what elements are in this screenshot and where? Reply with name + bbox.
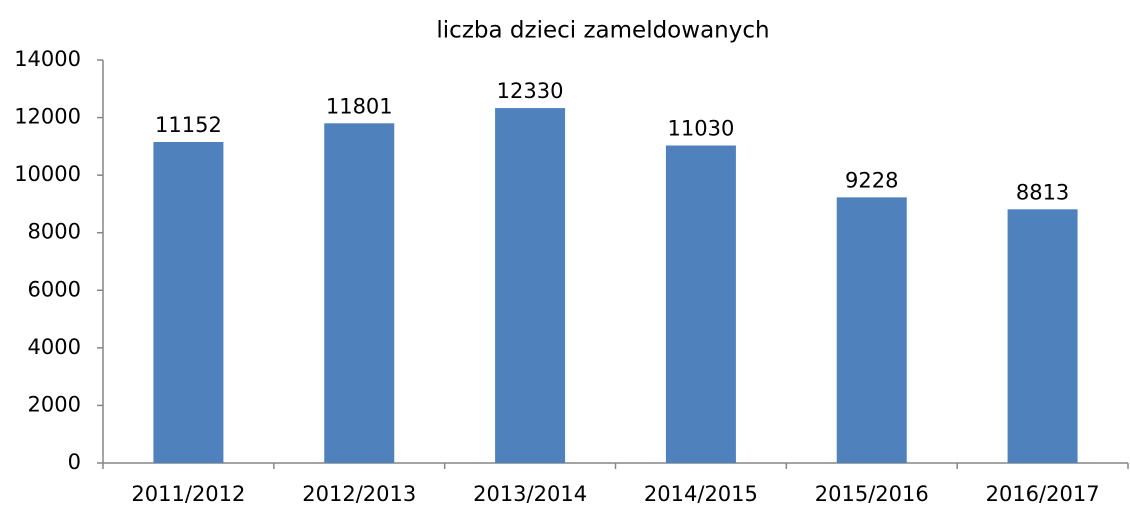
data-label: 11030 — [668, 116, 735, 140]
y-tick-label: 8000 — [28, 220, 81, 244]
x-tick-label: 2012/2013 — [302, 482, 416, 506]
x-tick-label: 2014/2015 — [644, 482, 758, 506]
bar — [153, 141, 224, 463]
x-tick-label: 2011/2012 — [131, 482, 245, 506]
bar — [836, 197, 907, 464]
bar — [324, 123, 395, 463]
y-tick-label: 4000 — [28, 335, 81, 359]
y-tick-label: 12000 — [14, 105, 81, 129]
y-tick-label: 6000 — [28, 277, 81, 301]
x-tick-label: 2015/2016 — [815, 482, 929, 506]
data-label: 9228 — [845, 168, 898, 192]
bar — [1007, 209, 1078, 463]
x-tick-label: 2016/2017 — [986, 482, 1100, 506]
chart-title: liczba dzieci zameldowanych — [436, 18, 769, 44]
data-label: 12330 — [497, 79, 564, 103]
bar — [495, 108, 566, 463]
data-label: 11152 — [155, 113, 222, 137]
bar — [665, 145, 736, 463]
y-tick-label: 10000 — [14, 162, 81, 186]
x-tick-label: 2013/2014 — [473, 482, 587, 506]
data-label: 8813 — [1016, 180, 1069, 204]
y-tick-label: 0 — [68, 450, 81, 474]
data-label: 11801 — [326, 94, 393, 118]
y-tick-label: 14000 — [14, 47, 81, 71]
y-tick-label: 2000 — [28, 392, 81, 416]
